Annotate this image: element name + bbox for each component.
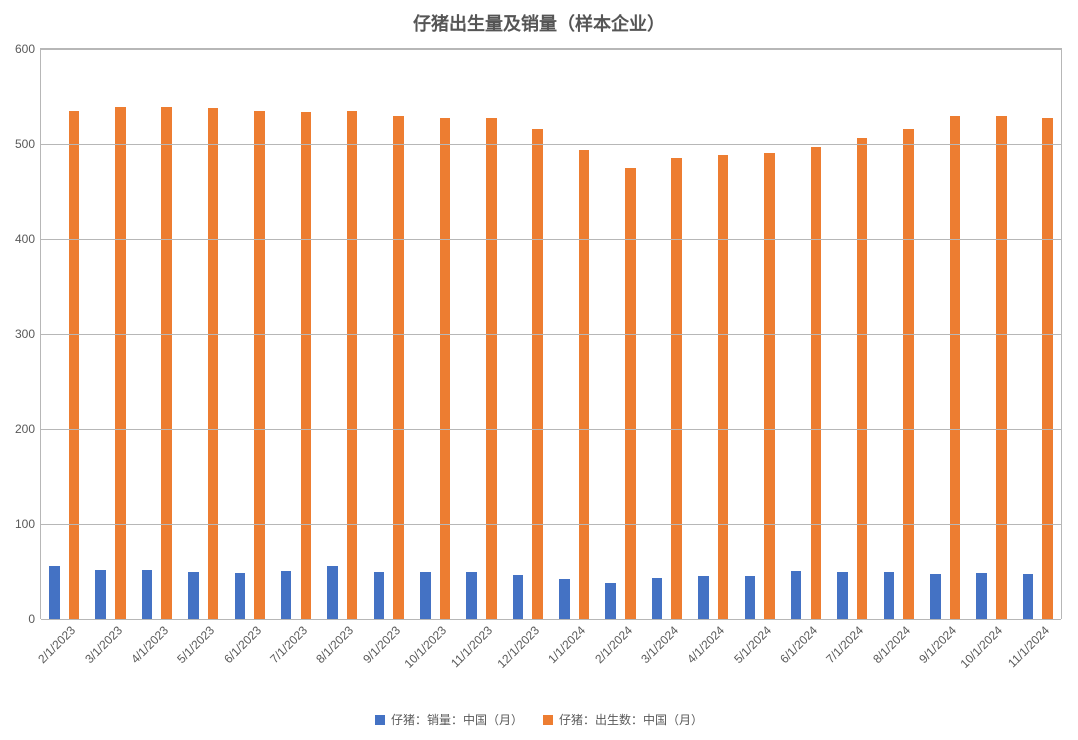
bar — [605, 583, 616, 619]
x-tick-label: 12/1/2023 — [490, 619, 542, 671]
legend-label: 仔猪：出生数：中国（月） — [559, 711, 703, 728]
x-tick-label: 5/1/2023 — [170, 619, 217, 666]
x-tick-label: 8/1/2024 — [866, 619, 913, 666]
x-tick-label: 2/1/2024 — [587, 619, 634, 666]
bar — [440, 118, 451, 619]
y-tick-label: 600 — [15, 42, 41, 56]
bar — [950, 116, 961, 620]
bar — [420, 572, 431, 620]
bar — [559, 579, 570, 619]
bar — [532, 129, 543, 619]
bar — [142, 570, 153, 619]
x-tick-label: 6/1/2023 — [217, 619, 264, 666]
legend: 仔猪：销量：中国（月） 仔猪：出生数：中国（月） — [0, 711, 1078, 728]
bar — [837, 572, 848, 619]
x-tick-label: 1/1/2024 — [541, 619, 588, 666]
bar — [347, 111, 358, 619]
x-tick-label: 4/1/2024 — [680, 619, 727, 666]
bar — [281, 571, 292, 619]
bar — [1042, 118, 1053, 619]
bar — [671, 158, 682, 619]
bar — [718, 155, 729, 619]
legend-item: 仔猪：出生数：中国（月） — [543, 711, 703, 728]
bar — [976, 573, 987, 619]
x-tick-label: 11/1/2024 — [1001, 619, 1052, 670]
x-tick-label: 4/1/2023 — [124, 619, 171, 666]
chart-title: 仔猪出生量及销量（样本企业） — [0, 10, 1078, 36]
x-tick-label: 2/1/2023 — [31, 619, 78, 666]
bar — [745, 576, 756, 619]
bar — [115, 107, 126, 619]
legend-label: 仔猪：销量：中国（月） — [391, 711, 523, 728]
bar — [1023, 574, 1034, 619]
gridline — [41, 239, 1061, 240]
bar — [69, 111, 80, 619]
bar — [95, 570, 106, 619]
gridline — [41, 619, 1061, 620]
bar — [698, 576, 709, 619]
bar — [161, 107, 172, 619]
bar — [208, 108, 219, 619]
bar — [327, 566, 338, 619]
x-tick-label: 5/1/2024 — [727, 619, 774, 666]
x-tick-label: 3/1/2023 — [77, 619, 124, 666]
bar — [486, 118, 497, 619]
bar — [625, 168, 636, 619]
bar — [188, 572, 199, 620]
x-tick-label: 9/1/2024 — [912, 619, 959, 666]
chart-container: 仔猪出生量及销量（样本企业） 01002003004005006002/1/20… — [0, 0, 1078, 740]
bar — [49, 566, 60, 619]
bar — [374, 572, 385, 619]
bar — [466, 572, 477, 619]
bar — [301, 112, 312, 619]
bar — [857, 138, 868, 619]
x-tick-label: 11/1/2023 — [444, 619, 495, 670]
y-tick-label: 500 — [15, 137, 41, 151]
bar — [235, 573, 246, 619]
legend-item: 仔猪：销量：中国（月） — [375, 711, 523, 728]
legend-swatch — [543, 715, 553, 725]
x-tick-label: 7/1/2024 — [819, 619, 866, 666]
x-tick-label: 10/1/2023 — [397, 619, 449, 671]
gridline — [41, 49, 1061, 50]
x-tick-label: 7/1/2023 — [263, 619, 310, 666]
bar — [791, 571, 802, 619]
gridline — [41, 524, 1061, 525]
plot-area: 01002003004005006002/1/20233/1/20234/1/2… — [40, 48, 1062, 619]
y-tick-label: 100 — [15, 517, 41, 531]
bar — [884, 572, 895, 619]
bar — [903, 129, 914, 619]
bar — [254, 111, 265, 619]
y-tick-label: 400 — [15, 232, 41, 246]
y-tick-label: 200 — [15, 422, 41, 436]
gridline — [41, 429, 1061, 430]
x-tick-label: 3/1/2024 — [634, 619, 681, 666]
x-tick-label: 6/1/2024 — [773, 619, 820, 666]
bar — [513, 575, 524, 619]
bar — [930, 574, 941, 619]
legend-swatch — [375, 715, 385, 725]
bar — [811, 147, 822, 619]
gridline — [41, 144, 1061, 145]
bar — [393, 116, 404, 620]
bar — [996, 116, 1007, 620]
x-tick-label: 9/1/2023 — [356, 619, 403, 666]
y-tick-label: 0 — [28, 612, 41, 626]
y-tick-label: 300 — [15, 327, 41, 341]
bar — [764, 153, 775, 619]
gridline — [41, 334, 1061, 335]
bar — [579, 150, 590, 619]
x-tick-label: 8/1/2023 — [309, 619, 356, 666]
x-tick-label: 10/1/2024 — [954, 619, 1006, 671]
bar — [652, 578, 663, 619]
